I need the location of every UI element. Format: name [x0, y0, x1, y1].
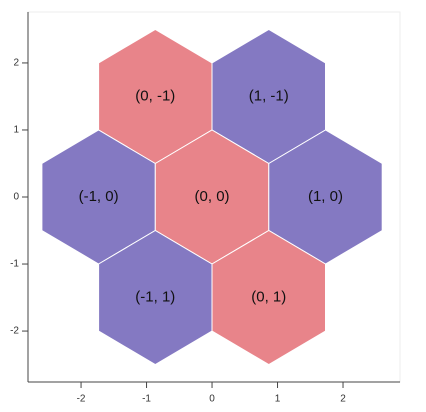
tile-label: (-1, 0) — [79, 188, 119, 205]
y-tick-label: 1 — [13, 125, 19, 136]
x-tick-label: 0 — [209, 394, 215, 405]
tile-label: (1, 0) — [308, 188, 343, 205]
tile-label: (1, -1) — [249, 87, 289, 104]
y-tick-label: -1 — [10, 259, 19, 270]
y-tick-label: -2 — [10, 326, 19, 337]
tile-label: (0, 1) — [251, 289, 286, 306]
y-tick-label: 2 — [13, 58, 19, 69]
tile-label: (0, 0) — [195, 188, 230, 205]
tile-label: (-1, 1) — [135, 289, 175, 306]
x-tick-label: -2 — [77, 394, 86, 405]
hex-tile — [211, 229, 326, 366]
x-tick-label: 2 — [340, 394, 346, 405]
tile-label: (0, -1) — [135, 87, 175, 104]
x-tick-label: 1 — [275, 394, 281, 405]
x-tick-label: -1 — [142, 394, 151, 405]
y-tick-label: 0 — [13, 192, 19, 203]
